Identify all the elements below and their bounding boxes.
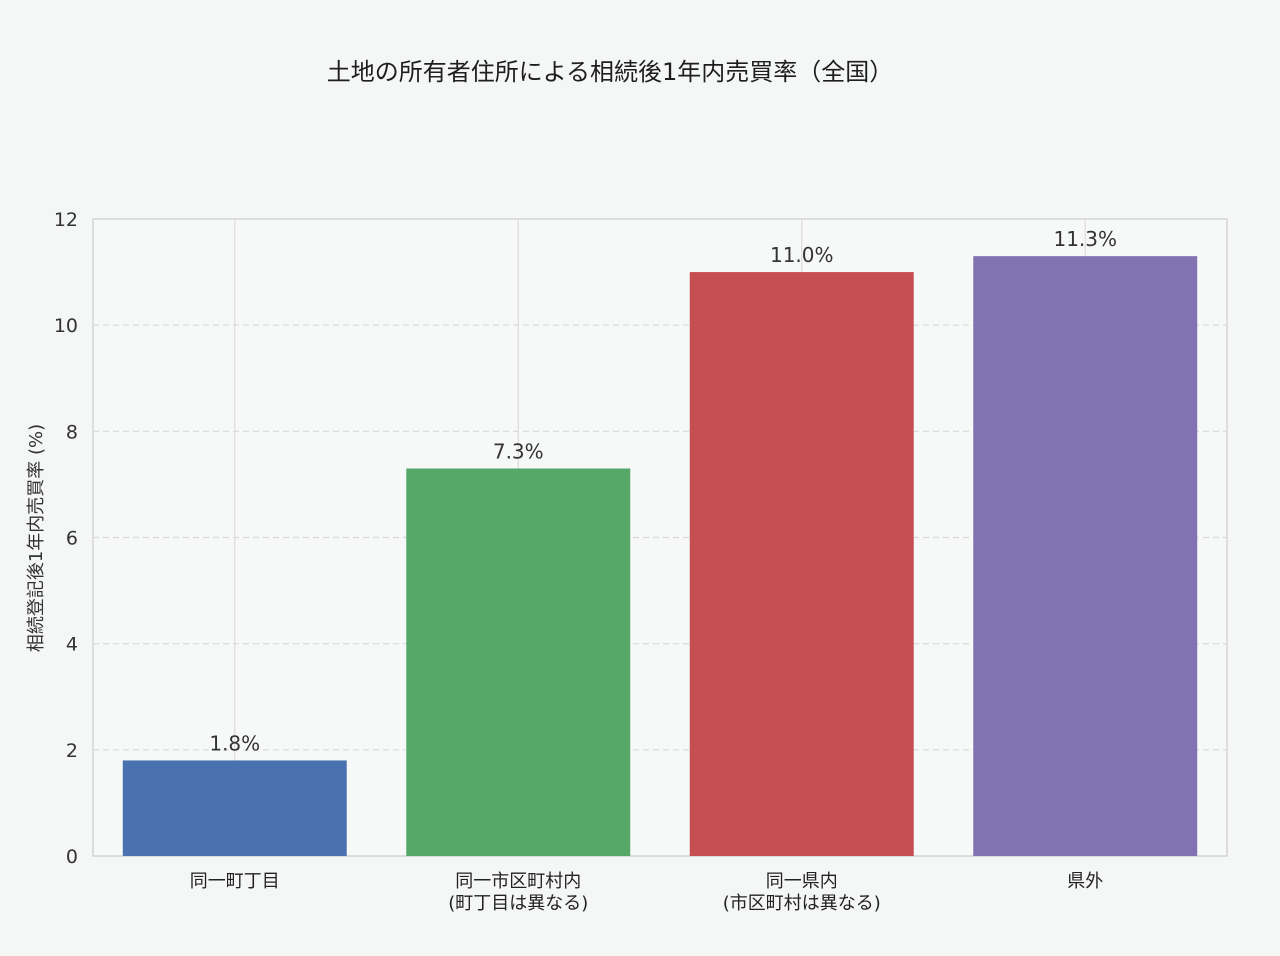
y-tick-label: 6	[66, 528, 78, 550]
y-tick-label: 8	[66, 421, 78, 443]
bars	[122, 256, 1198, 856]
x-axis-categories: 同一町丁目 同一市区町村内(町丁目は異なる) 同一県内(市区町村は異なる) 県外	[190, 871, 1104, 914]
chart-title: 土地の所有者住所による相続後1年内売買率（全国）	[327, 58, 894, 86]
x-category-label: 県外	[1067, 871, 1103, 892]
bar-value-label: 1.8%	[209, 731, 260, 755]
y-axis-ticks: 0 2 4 6 8 10 12	[54, 209, 78, 868]
bar	[122, 760, 347, 856]
y-tick-label: 10	[54, 315, 78, 337]
x-category-label: (町丁目は異なる)	[448, 893, 588, 914]
x-category-label: (市区町村は異なる)	[723, 893, 881, 914]
bar	[689, 272, 914, 856]
y-tick-label: 0	[66, 846, 78, 868]
y-tick-label: 4	[66, 634, 78, 656]
bar-value-label: 11.3%	[1053, 227, 1117, 251]
x-category-label: 同一町丁目	[190, 871, 280, 892]
bar	[406, 468, 631, 856]
y-tick-label: 12	[54, 209, 78, 231]
bar-value-label: 11.0%	[770, 243, 834, 267]
y-axis-label: 相続登記後1年内売買率 (%)	[26, 424, 47, 652]
bar	[973, 256, 1198, 856]
data-labels: 1.8% 7.3% 11.0% 11.3%	[209, 227, 1117, 755]
bar-value-label: 7.3%	[493, 439, 544, 463]
x-category-label: 同一県内	[766, 871, 838, 892]
y-tick-label: 2	[66, 740, 78, 762]
x-category-label: 同一市区町村内	[455, 871, 581, 892]
